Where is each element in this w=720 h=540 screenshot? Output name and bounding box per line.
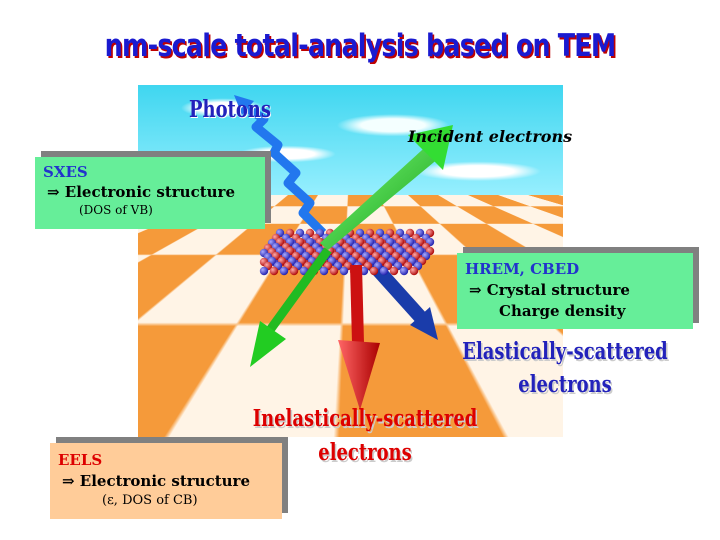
atom: [339, 266, 349, 276]
sxes-line2: (DOS of VB): [79, 203, 153, 217]
atom: [409, 266, 419, 276]
eels-line2: (ε, DOS of CB): [102, 493, 198, 508]
inelastic-label-line2: electrons: [318, 439, 412, 466]
atom: [399, 266, 409, 276]
slide-title: nm-scale total-analysis based on TEM: [104, 28, 616, 64]
arrows-layer: [234, 95, 453, 410]
eels-box: EELS ⇒ Electronic structure (ε, DOS of C…: [50, 443, 282, 519]
incident-electron-arrow: [250, 125, 453, 367]
hrem-heading: HREM, CBED: [465, 260, 580, 278]
atom: [269, 266, 279, 276]
inelastic-scattered-arrow: [338, 264, 380, 410]
elastic-label: Elastically-scattered electrons: [452, 335, 678, 401]
sxes-heading: SXES: [43, 163, 88, 181]
elastic-label-line2: electrons: [518, 371, 612, 398]
incident-electrons-label: Incident electrons: [407, 127, 573, 146]
atom: [379, 266, 389, 276]
photon-arrow: [234, 95, 327, 237]
atom: [319, 266, 329, 276]
sxes-line1: ⇒ Electronic structure: [47, 183, 235, 201]
hrem-box: HREM, CBED ⇒ Crystal structure Charge de…: [457, 253, 693, 329]
elastic-label-line1: Elastically-scattered: [462, 338, 668, 365]
hrem-line1: ⇒ Crystal structure: [469, 281, 630, 299]
atom: [259, 266, 269, 276]
atom: [279, 266, 289, 276]
eels-line1: ⇒ Electronic structure: [62, 472, 250, 490]
inelastic-label-line1: Inelastically-scattered: [252, 405, 478, 432]
atom: [289, 266, 299, 276]
eels-heading: EELS: [58, 451, 103, 469]
atom: [369, 266, 379, 276]
atom: [329, 266, 339, 276]
sxes-box: SXES ⇒ Electronic structure (DOS of VB): [35, 157, 265, 229]
atom: [389, 266, 399, 276]
crystal-atoms: [259, 228, 435, 276]
photons-label: Photons: [189, 96, 271, 123]
hrem-line2: Charge density: [499, 302, 626, 320]
inelastic-label: Inelastically-scattered electrons: [252, 402, 478, 470]
